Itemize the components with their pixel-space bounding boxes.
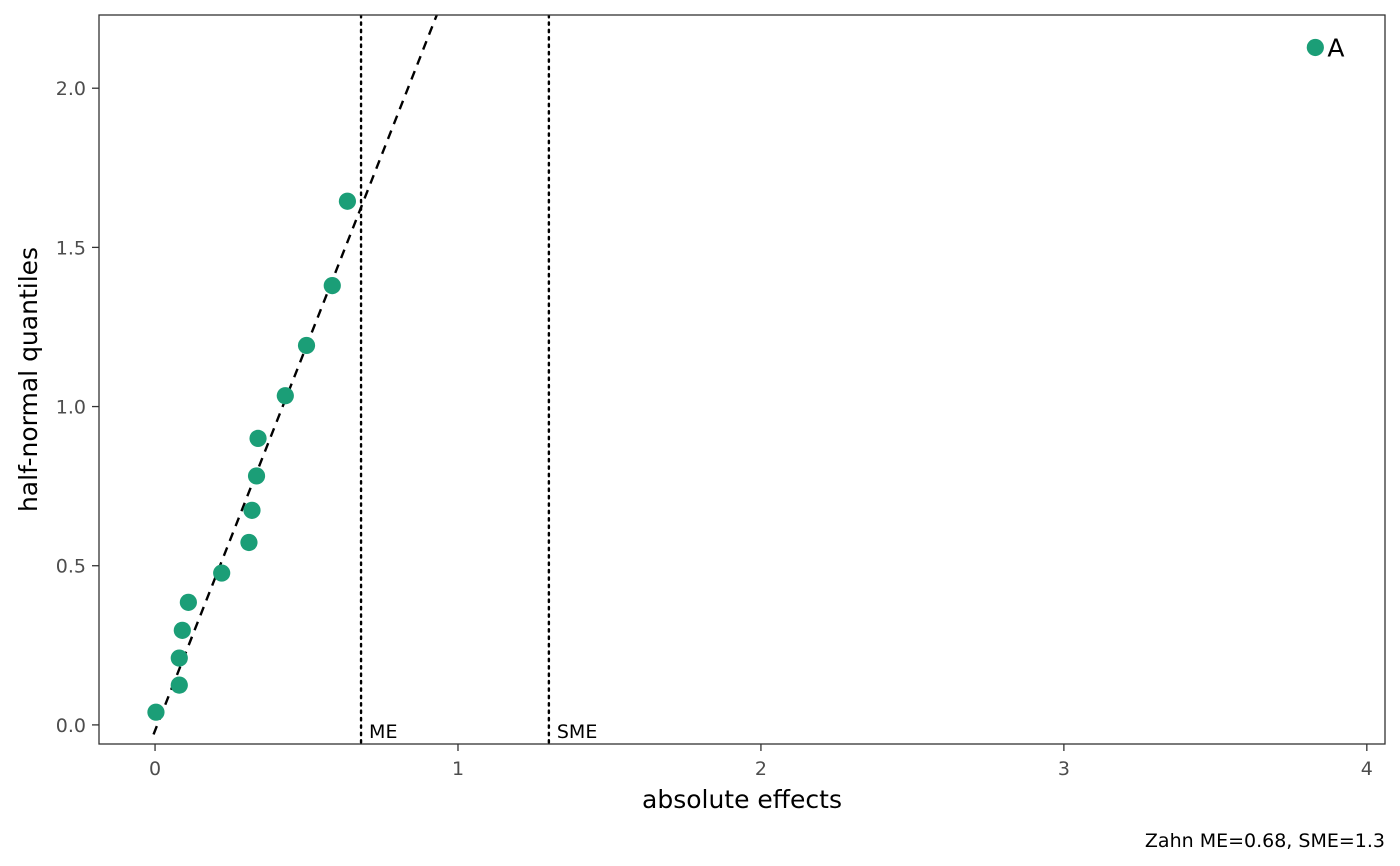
data-point — [249, 429, 267, 447]
panel-border — [98, 14, 1386, 745]
data-point — [213, 564, 231, 582]
reference-line — [152, 15, 438, 735]
axes: ME SME 0 1 2 3 4 0.0 0.5 1.0 1.5 2.0 — [56, 78, 1373, 780]
x-tick-label: 0 — [149, 758, 161, 780]
vline-label-sme: SME — [557, 721, 597, 743]
x-axis-title: absolute effects — [642, 785, 842, 814]
data-point — [173, 621, 191, 639]
panel-background — [99, 15, 1385, 744]
data-points: A — [147, 33, 1344, 721]
chart-caption: Zahn ME=0.68, SME=1.3 — [1145, 830, 1385, 852]
data-point — [240, 533, 258, 552]
y-tick-label: 1.0 — [56, 397, 86, 419]
data-point — [338, 192, 357, 210]
data-point — [170, 676, 188, 694]
y-tick-label: 1.5 — [56, 237, 86, 259]
y-tick-label: 0.5 — [56, 556, 86, 578]
x-tick-label: 4 — [1361, 758, 1373, 780]
data-point — [247, 467, 266, 485]
x-tick-label: 3 — [1058, 758, 1070, 780]
reference-lines — [152, 15, 551, 744]
data-point — [147, 703, 165, 721]
y-tick-label: 0.0 — [56, 715, 86, 737]
x-tick-label: 2 — [755, 758, 767, 780]
data-point — [1306, 38, 1324, 57]
vline-label-me: ME — [369, 721, 397, 743]
y-tick-label: 2.0 — [56, 78, 86, 100]
data-point — [170, 649, 188, 667]
data-point — [276, 387, 294, 405]
data-point — [297, 336, 316, 355]
x-tick-label: 1 — [452, 758, 464, 780]
y-axis-title: half-normal quantiles — [14, 247, 43, 512]
point-label: A — [1327, 33, 1344, 62]
data-point — [243, 501, 261, 519]
data-point — [323, 276, 341, 295]
data-point — [179, 593, 197, 611]
